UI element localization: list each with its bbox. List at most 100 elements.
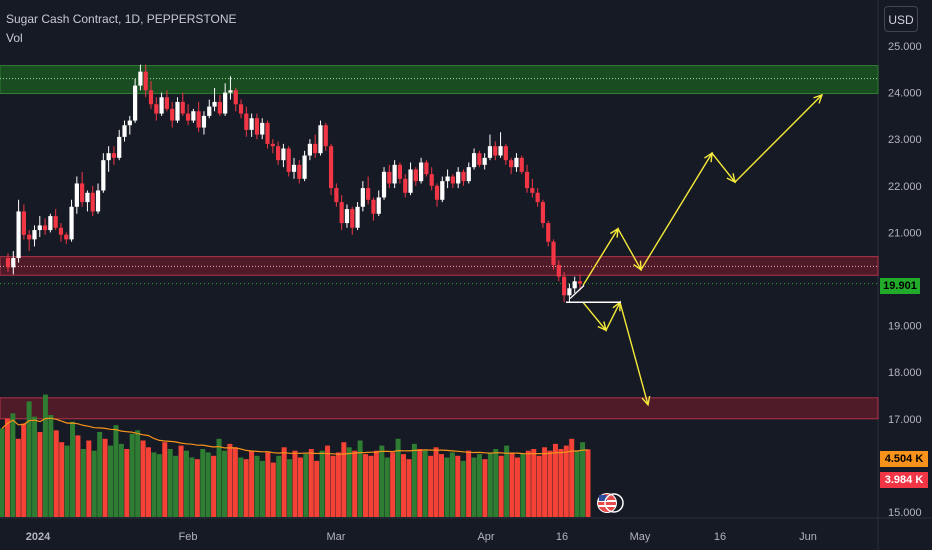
candle-body <box>461 171 466 182</box>
volume-bar <box>140 440 146 517</box>
volume-bar <box>411 443 417 517</box>
candle-body <box>32 230 37 240</box>
candle-body <box>80 183 85 203</box>
volume-bar <box>118 443 124 517</box>
x-tick-label: Mar <box>327 531 346 543</box>
candle-body <box>53 216 58 228</box>
volume-bar <box>4 418 10 517</box>
candle-body <box>101 160 106 191</box>
candle-body <box>111 153 117 158</box>
volume-bar <box>406 459 412 517</box>
volume-bar <box>536 455 542 517</box>
volume-bar <box>319 450 325 517</box>
volume-bar <box>297 457 303 517</box>
volume-bar <box>455 455 461 517</box>
candle-body <box>424 162 429 175</box>
white-arrow-line <box>569 285 585 300</box>
candle-body <box>302 155 307 179</box>
candle-body <box>21 211 26 235</box>
candle-body <box>577 281 583 284</box>
candle-body <box>164 97 169 109</box>
volume-bar <box>211 455 217 517</box>
candle-body <box>466 167 471 182</box>
volume-bar <box>531 449 537 517</box>
volume-bar <box>254 455 260 517</box>
y-tick-label: 24.000 <box>888 88 922 100</box>
projection-bullish <box>582 94 823 286</box>
candle-body <box>381 171 387 198</box>
x-tick-label: Jun <box>799 531 817 543</box>
x-tick-label: Apr <box>477 531 494 543</box>
volume-bar <box>200 449 206 517</box>
volume-bar <box>243 459 249 517</box>
candle-body <box>487 146 493 158</box>
volume-bar <box>189 457 195 517</box>
candle-body <box>562 276 567 296</box>
candle-body <box>403 178 408 193</box>
volume-bar <box>173 455 179 517</box>
volume-bar <box>509 452 515 517</box>
candle-body <box>572 281 577 289</box>
candle-body <box>276 146 281 161</box>
volume-bar <box>433 447 439 517</box>
volume-bar <box>335 452 341 517</box>
candle-body <box>344 209 350 224</box>
projection-arrowhead <box>726 173 737 184</box>
candle-body <box>270 143 275 147</box>
candle-body <box>228 90 233 93</box>
volume-bar <box>151 452 157 517</box>
volume-bar <box>80 449 86 517</box>
candle-body <box>95 190 101 212</box>
candle-body <box>191 111 196 121</box>
volume-bar <box>569 438 575 517</box>
candle-body <box>366 188 371 200</box>
projection-bearish <box>582 300 649 405</box>
candle-body <box>535 192 540 203</box>
volume-bar <box>303 454 309 517</box>
volume-bar <box>281 447 287 517</box>
candle-body <box>27 234 32 240</box>
volume-bar <box>232 447 238 517</box>
volume-bar <box>390 452 396 517</box>
candle-body <box>170 108 175 121</box>
volume-bar <box>308 449 314 517</box>
candle-body <box>143 71 148 91</box>
candle-body <box>434 185 440 200</box>
candle-body <box>180 101 185 114</box>
candle-body <box>265 122 270 144</box>
volume-bar <box>325 445 331 517</box>
candle-body <box>291 164 297 172</box>
candle-body <box>524 171 530 189</box>
volume-bar <box>91 450 97 517</box>
currency-button[interactable]: USD <box>884 6 918 32</box>
candle-body <box>69 206 74 240</box>
projection-arrowhead <box>597 321 608 332</box>
candle-body <box>477 153 482 165</box>
projection-arrowhead <box>813 93 824 104</box>
volume-bar <box>59 442 65 517</box>
volume-bar <box>352 450 358 517</box>
zone-0 <box>0 65 879 95</box>
candle-body <box>339 202 344 224</box>
candle-body <box>530 188 535 193</box>
volume-bar <box>48 415 54 517</box>
volume-bar <box>482 459 488 517</box>
volume-bar <box>466 450 472 517</box>
candle-body <box>503 146 508 161</box>
volume-bar <box>146 447 151 517</box>
volume-bar <box>346 447 352 517</box>
last-price-badge: 19.901 <box>880 278 920 294</box>
volume-bar <box>525 450 531 517</box>
volume-bar <box>401 454 407 517</box>
volume-bar <box>32 416 38 517</box>
volume-bar <box>422 450 428 517</box>
candle-body <box>212 101 217 107</box>
candle-body <box>260 122 265 135</box>
volume-bar <box>102 438 108 517</box>
volume-bar <box>439 454 444 517</box>
volume-bar <box>476 454 482 517</box>
candle-body <box>297 164 302 179</box>
x-tick-label: Feb <box>179 531 198 543</box>
volume-bar <box>26 401 32 517</box>
